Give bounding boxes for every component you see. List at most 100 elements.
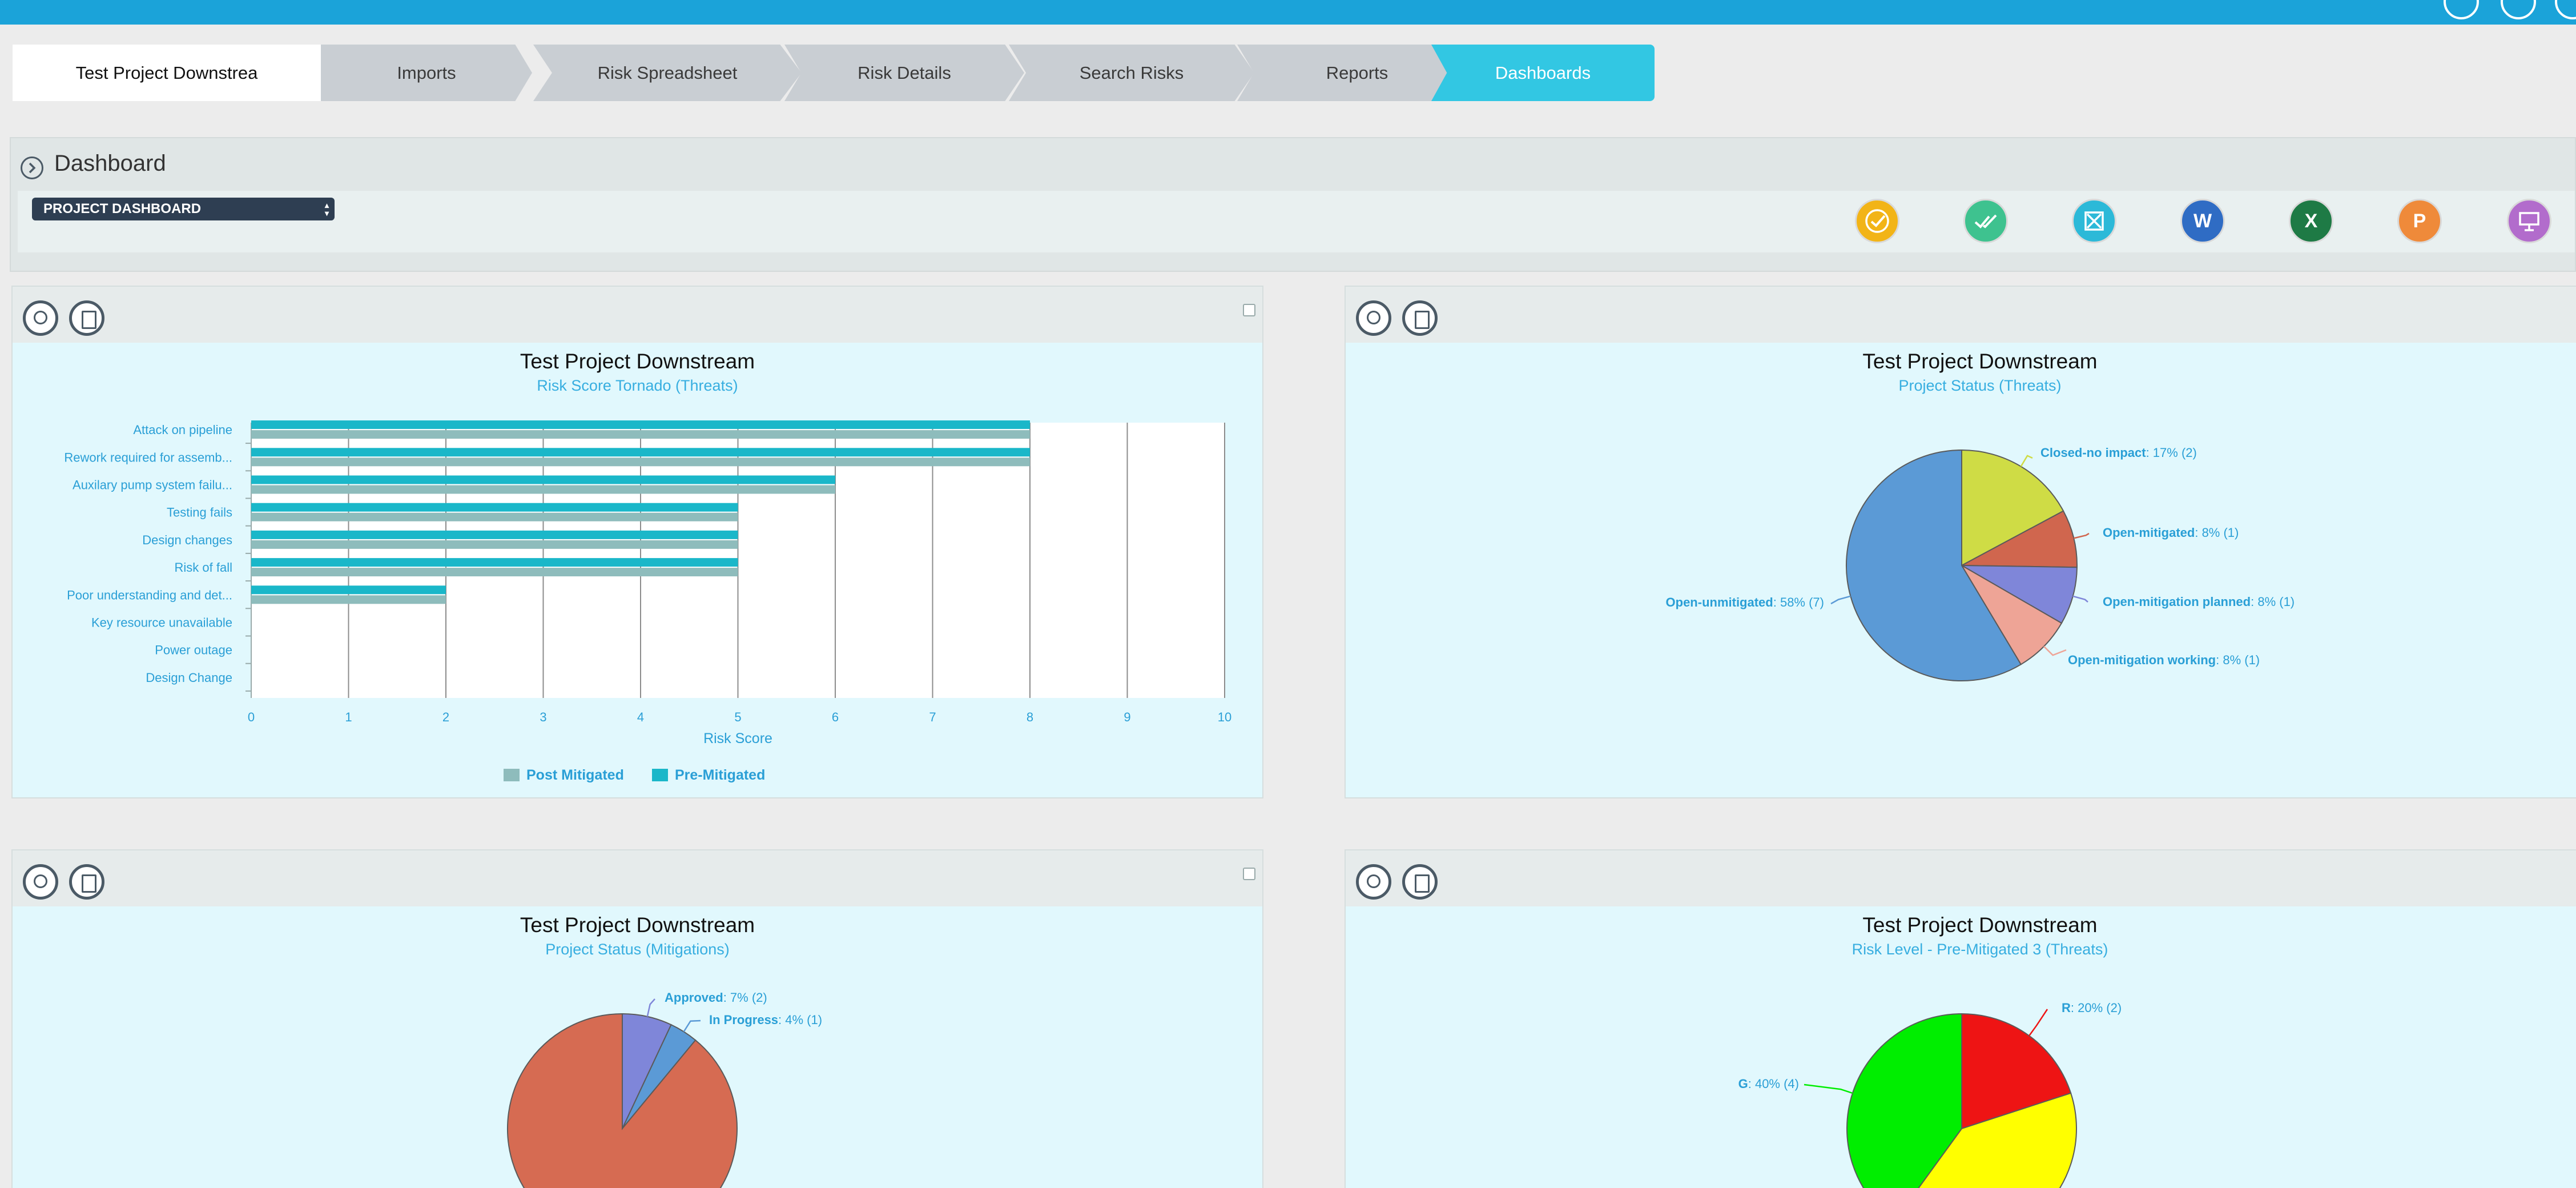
legend-swatch <box>504 769 520 781</box>
pie-label: Open-mitigated: 8% (1) <box>2103 525 2239 540</box>
close-box-icon[interactable] <box>2072 199 2116 243</box>
bar-pre-mitigated <box>251 503 738 512</box>
zoom-icon[interactable] <box>23 864 58 900</box>
pie-label-value: : 4% (1) <box>778 1013 822 1027</box>
dashboard-header: Dashboard <box>11 138 2575 190</box>
bar-pre-mitigated <box>251 420 1030 430</box>
export-icon[interactable] <box>69 864 104 900</box>
tab-project-label: Test Project Downstrea <box>75 62 258 83</box>
select-arrows-icon: ▴ ▾ <box>324 200 329 218</box>
widget-risk-tornado: Test Project Downstream Risk Score Torna… <box>11 286 1263 798</box>
tab-project[interactable]: Test Project Downstrea <box>13 45 321 101</box>
zoom-icon[interactable] <box>1356 864 1391 900</box>
pie-connector <box>683 1020 701 1032</box>
pie-slice <box>1959 510 2078 568</box>
pie-slice <box>1918 1092 2077 1188</box>
excel-icon[interactable]: X <box>2289 199 2333 243</box>
pie-label-value: : 8% (1) <box>2195 525 2239 540</box>
top-bar <box>0 0 2576 25</box>
tab-reports-label: Reports <box>1326 62 1388 83</box>
dashboard-title: Dashboard <box>54 151 166 176</box>
category-label: Key resource unavailable <box>91 616 232 630</box>
widget-select-checkbox[interactable] <box>1243 304 1255 316</box>
pie-label-name: G <box>1738 1077 1748 1091</box>
pie-connector <box>2072 595 2088 603</box>
x-tick-label: 5 <box>734 710 741 724</box>
help-icon[interactable] <box>2444 0 2479 19</box>
category-label: Attack on pipeline <box>133 423 232 437</box>
pie-slice <box>1961 449 2064 567</box>
category-label: Rework required for assemb... <box>64 450 232 464</box>
user-icon[interactable] <box>2501 0 2536 19</box>
bar-post-mitigated <box>251 540 738 549</box>
bar-post-mitigated <box>251 457 1030 467</box>
pie-label-value: : 40% (4) <box>1748 1077 1799 1091</box>
x-tick-label: 9 <box>1124 710 1130 724</box>
widget-header <box>13 850 1262 906</box>
bar-post-mitigated <box>251 485 835 494</box>
widget-header <box>13 287 1262 343</box>
export-icon[interactable] <box>1402 300 1438 336</box>
tornado-chart: Attack on pipeline Rework required for as… <box>64 420 1231 783</box>
widget-header <box>1346 287 2576 343</box>
legend-label: Pre-Mitigated <box>675 767 765 783</box>
pie-label: R: 20% (2) <box>2062 1001 2122 1015</box>
export-icon[interactable] <box>69 300 104 336</box>
pie-label: Open-mitigation working: 8% (1) <box>2068 653 2260 667</box>
zoom-icon[interactable] <box>1356 300 1391 336</box>
widget-title: Test Project Downstream <box>1862 350 2098 373</box>
bar-post-mitigated <box>251 430 1030 439</box>
bar-pre-mitigated <box>251 585 446 595</box>
zoom-icon[interactable] <box>23 300 58 336</box>
widget-risk-level: Test Project Downstream Risk Level - Pre… <box>1345 849 2576 1188</box>
widget-select-checkbox[interactable] <box>1243 868 1255 880</box>
widget-subtitle: Risk Score Tornado (Threats) <box>537 377 738 394</box>
bar-pre-mitigated <box>251 448 1030 457</box>
check-circle-icon[interactable] <box>1855 199 1899 243</box>
pie-slice <box>1846 449 2022 681</box>
tab-imports-label: Imports <box>397 62 456 83</box>
x-tick-label: 1 <box>345 710 352 724</box>
pie-label-name: In Progress <box>709 1013 778 1027</box>
tab-risk-spreadsheet[interactable]: Risk Spreadsheet <box>533 45 802 101</box>
tab-dashboards[interactable]: Dashboards <box>1431 45 1655 101</box>
pie-label-value: : 7% (2) <box>723 990 767 1005</box>
bar-post-mitigated <box>251 512 738 521</box>
collapse-toggle-icon[interactable] <box>21 156 43 179</box>
tab-risk-details[interactable]: Risk Details <box>784 45 1024 101</box>
category-label: Design Change <box>146 671 232 685</box>
dashboard-select[interactable]: PROJECT DASHBOARD ▴ ▾ <box>32 198 335 220</box>
category-label: Power outage <box>155 643 232 657</box>
risk-level-pie: R: 20% (2) G: 40% (4) <box>1738 1001 2122 1188</box>
pie-label: Open-unmitigated: 58% (7) <box>1666 595 1824 609</box>
pie-label-value: : 17% (2) <box>2146 446 2197 460</box>
pie-label-name: R <box>2062 1001 2071 1015</box>
pie-label-value: : 8% (1) <box>2251 595 2295 609</box>
x-tick-label: 6 <box>832 710 839 724</box>
export-icon[interactable] <box>1402 864 1438 900</box>
pie-connector <box>1830 595 1851 605</box>
pie-label-value: : 20% (2) <box>2071 1001 2122 1015</box>
double-check-icon[interactable] <box>1963 199 2008 243</box>
widget-subtitle: Project Status (Mitigations) <box>545 941 730 958</box>
pie-slice <box>1846 1013 1962 1188</box>
x-axis-label: Risk Score <box>703 731 772 746</box>
tab-search-risks[interactable]: Search Risks <box>1009 45 1254 101</box>
powerpoint-icon[interactable]: P <box>2397 199 2442 243</box>
x-tick-label: 0 <box>248 710 255 724</box>
x-tick-label: 8 <box>1027 710 1033 724</box>
x-tick-label: 2 <box>442 710 449 724</box>
tab-imports[interactable]: Imports <box>321 45 532 101</box>
category-label: Design changes <box>142 533 232 547</box>
pie-connector <box>2074 532 2090 539</box>
widget-title: Test Project Downstream <box>1862 913 2098 937</box>
presentation-icon[interactable] <box>2507 199 2551 243</box>
dashboard-panel: Dashboard PROJECT DASHBOARD ▴ ▾ W X P <box>10 137 2576 272</box>
power-icon[interactable] <box>2555 0 2576 19</box>
pie-label: G: 40% (4) <box>1738 1077 1799 1091</box>
pie-label: Open-mitigation planned: 8% (1) <box>2103 595 2295 609</box>
legend-label: Post Mitigated <box>526 767 624 783</box>
category-label: Auxilary pump system failu... <box>73 478 232 492</box>
word-icon[interactable]: W <box>2180 199 2225 243</box>
pie-label-name: Approved <box>665 990 723 1005</box>
